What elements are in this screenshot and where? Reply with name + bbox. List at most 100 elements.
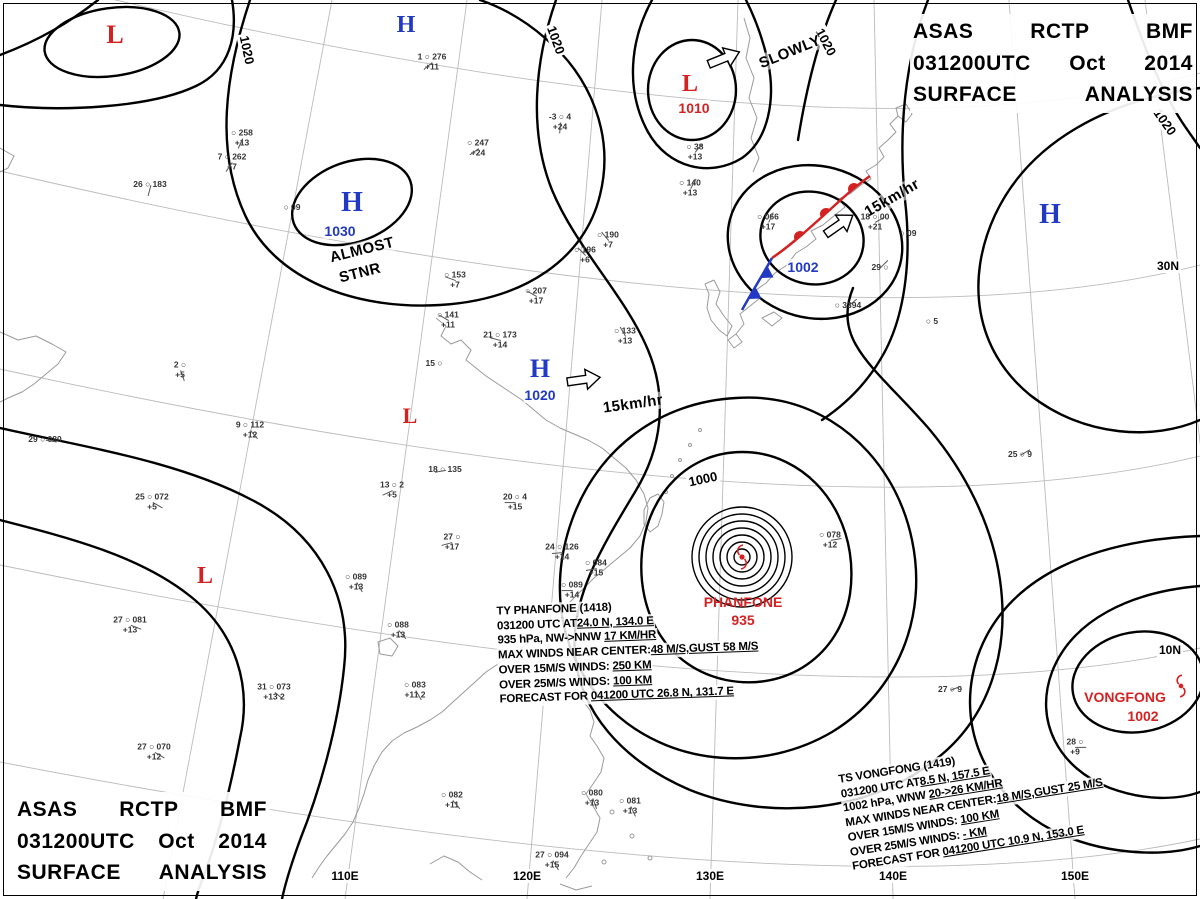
station-plot: ○ 066 +17 <box>757 211 779 231</box>
pressure-center-high: H <box>529 354 551 383</box>
station-plot: ○ 082 +11 <box>441 789 463 809</box>
wind-barb <box>561 589 573 591</box>
station-plot: 7 ○ 262 +7 <box>217 151 247 172</box>
pressure-value: 1010 <box>677 100 711 116</box>
pressure-center-low: L <box>681 71 699 97</box>
station-plot: 1 ○ 276 +11 <box>417 51 447 71</box>
station-plot: 29 ○ <box>872 259 889 273</box>
station-plot: ○ 5 <box>925 316 939 327</box>
station-plot: ○ 089 +14 <box>561 579 583 599</box>
wind-barb <box>551 551 563 554</box>
storm-name-label: PHANFONE <box>703 594 783 610</box>
station-plot: 27 ○ 9 <box>937 684 963 695</box>
annotation-label: SLOWLY <box>756 31 824 73</box>
station-plot: ○ 089 +13 <box>345 571 367 592</box>
title-line: 031200UTC Oct 2014 <box>913 51 1193 75</box>
station-plot: 25 ○ 072 +5 <box>135 491 169 511</box>
station-plot: 15 ○ <box>425 358 443 369</box>
station-plot: 2 ○ +5 <box>173 359 187 381</box>
pressure-value: 1002 <box>786 259 820 275</box>
pressure-value: 1030 <box>323 223 357 239</box>
grid-edge-label: 10N <box>1156 643 1184 657</box>
station-plot: ○ 207 +17 <box>525 285 547 305</box>
storm-name-label: 1002 <box>1127 708 1159 724</box>
grid-edge-label: 140E <box>876 869 910 883</box>
station-plot: 13 ○ 2 +5 <box>379 479 405 499</box>
station-plot: ○ 078 +12 <box>819 529 842 549</box>
cold-front <box>740 257 774 311</box>
pressure-center-high: H <box>1039 199 1061 230</box>
title-line: ASAS RCTP BMF <box>17 798 267 821</box>
station-plot: ○ 3394 <box>834 298 862 311</box>
station-plot: ○ 153 +7 <box>444 269 466 289</box>
station-plot: ○ 09 <box>283 202 301 213</box>
station-plot: 18 ○ 00 +21 <box>860 211 890 231</box>
station-plot: 27 ○ 081 +13 <box>113 614 147 634</box>
station-plot: ○ 190 +7 <box>597 229 619 249</box>
grid-edge-label: 110E <box>329 869 361 883</box>
title-line: ASAS RCTP BMF <box>913 20 1193 43</box>
station-plot: ○ 133 +13 <box>614 325 636 345</box>
station-plot: -3 ○ 4+24 <box>549 112 571 134</box>
typhoon-symbol-phanfone <box>736 544 748 570</box>
station-plot: ○ 140 +13 <box>679 177 701 197</box>
station-plot: ○ 081 +13 <box>619 795 641 817</box>
station-plot: 31 ○ 073 +13 2 <box>257 681 291 701</box>
isobar-label: 1020 <box>236 32 258 68</box>
movement-arrow-slowly <box>706 46 741 69</box>
isobar-label: 1000 <box>685 468 721 490</box>
station-plot: 25 ○ 9 <box>1007 448 1033 460</box>
annotation-label: STNR <box>337 259 383 287</box>
station-plot: 9 ○ 112 +12 <box>235 419 265 439</box>
warm-front <box>771 174 871 260</box>
annotation-label: 15km/hr <box>601 391 665 417</box>
title-block-top-right: ASAS RCTP BMF 031200UTC Oct 2014 SURFACE… <box>910 14 1196 113</box>
station-plot: ○ 38 +13 <box>686 141 704 161</box>
pressure-center-high: H <box>396 12 416 38</box>
station-plot: 18 ○ 135 <box>428 464 462 475</box>
station-plot: 29 ○ 080 <box>28 434 62 445</box>
grid-edge-label: 30N <box>1154 259 1182 273</box>
wind-barb <box>504 501 516 503</box>
storm-name-label: 935 <box>731 612 755 628</box>
station-plot: 27 ○ 070 +12 <box>137 741 171 761</box>
movement-arrow-japan-low <box>822 214 854 239</box>
pressure-value: 1020 <box>523 387 557 403</box>
typhoon-rings-phanfone <box>691 506 793 608</box>
station-plot: ○ 088 +13 <box>387 619 409 639</box>
station-plot: 28 ○ +9 <box>1067 737 1087 756</box>
pressure-center-low: L <box>196 563 214 589</box>
station-plot: 27 ○ 094 +15 <box>535 849 569 870</box>
title-block-bottom-left: ASAS RCTP BMF 031200UTC Oct 2014 SURFACE… <box>14 792 270 891</box>
isobar-label: 1020 <box>543 21 569 59</box>
storm-info-phanfone: TY PHANFONE (1418) 031200 UTC AT24.0 N, 1… <box>495 595 761 708</box>
title-line: 031200UTC Oct 2014 <box>17 829 267 853</box>
pressure-center-low: L <box>106 20 124 49</box>
grid-edge-label: 130E <box>693 869 727 883</box>
station-plot: ○ 196 +6 <box>574 244 596 264</box>
station-plot: ○ 084 +15 <box>585 557 607 577</box>
station-plot: 24 ○ 126 +14 <box>545 541 579 561</box>
station-plot: ○ 141 +11 <box>437 309 459 329</box>
pressure-center-low: L <box>402 403 418 428</box>
station-plot: 26 ○ 183 <box>133 180 167 196</box>
typhoon-symbol-vongfong <box>1176 674 1186 698</box>
station-plot: 27 ○ +17 <box>441 531 461 551</box>
title-line: SURFACE ANALYSIS <box>17 861 267 884</box>
grid-edge-label: 150E <box>1058 869 1092 883</box>
station-plot: 20 ○ 4 +15 <box>502 491 528 511</box>
pressure-center-high: H <box>341 187 363 218</box>
movement-arrow-high <box>566 368 602 391</box>
storm-name-label: VONGFONG <box>1084 689 1166 705</box>
station-plot: ○ 258 +13 <box>231 127 253 149</box>
station-plot: ○ 083 +11 2 <box>404 679 426 700</box>
storm-info-vongfong: TS VONGFONG (1419) 031200 UTC AT8.5 N, 15… <box>836 732 1112 875</box>
station-plot: ○ 09 <box>899 228 917 239</box>
station-plot: 21 ○ 173 +14 <box>483 329 517 349</box>
grid-edge-label: 120E <box>510 869 544 883</box>
title-line: SURFACE ANALYSIS <box>913 83 1193 106</box>
